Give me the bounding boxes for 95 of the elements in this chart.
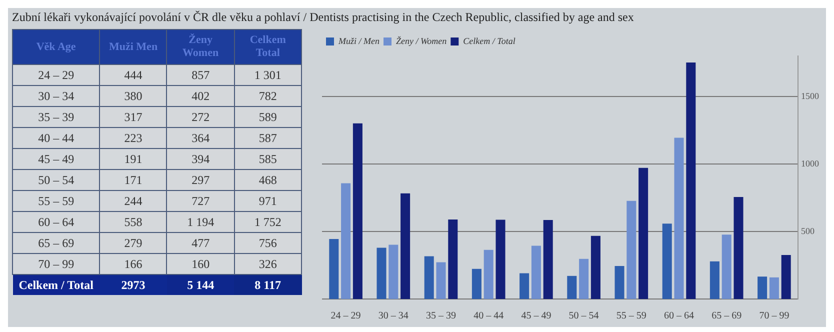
bar xyxy=(567,276,577,299)
y-tick-label: 70 – 99 xyxy=(12,254,100,274)
data-label: 1 301 xyxy=(234,64,302,86)
legend-label: Ženy / Women xyxy=(396,36,448,46)
data-label: 727 xyxy=(166,190,234,212)
data-label: 2973 xyxy=(100,274,167,295)
bar xyxy=(329,239,339,299)
data-label: 279 xyxy=(100,232,167,254)
data-label: 402 xyxy=(166,86,234,106)
bar xyxy=(710,261,720,299)
data-label: 585 xyxy=(234,148,302,170)
bar xyxy=(626,200,636,299)
data-label: 589 xyxy=(234,106,302,128)
data-label: 297 xyxy=(166,170,234,190)
chart-title: Zubní lékaři vykonávající povolání v ČR dle věku a pohlaví / Dentists practising in the Czech Republic, classified by age and sex xyxy=(11,9,635,26)
data-label: 191 xyxy=(100,148,167,170)
y-tick-label: 45 – 49 xyxy=(12,148,100,170)
x-tick-label: 45 – 49 xyxy=(521,310,552,322)
x-tick-label: 35 – 39 xyxy=(426,310,456,322)
x-tick-label: 55 – 59 xyxy=(616,310,646,322)
bar xyxy=(424,256,434,299)
bar xyxy=(638,168,648,299)
data-label: 223 xyxy=(100,128,167,148)
data-label: 477 xyxy=(166,232,234,254)
y-tick-label: 60 – 64 xyxy=(12,212,100,232)
data-label: 160 xyxy=(166,254,234,274)
bar xyxy=(376,248,386,299)
y-tick-label: 24 – 29 xyxy=(12,64,100,86)
y-tick-label: 40 – 44 xyxy=(12,128,100,148)
data-label: 380 xyxy=(100,86,167,106)
bar xyxy=(590,236,600,299)
bar xyxy=(674,138,684,299)
x-tick-label: Muži Men xyxy=(100,30,167,64)
bar xyxy=(484,250,494,299)
y-tick-label: 35 – 39 xyxy=(12,106,100,128)
y-tick-label: 50 – 54 xyxy=(12,170,100,190)
y-tick-label: 1500 xyxy=(801,90,820,101)
x-tick-label: 30 – 34 xyxy=(378,310,408,322)
bar xyxy=(531,246,541,299)
bar xyxy=(579,258,589,299)
data-label: 5 144 xyxy=(166,274,234,295)
bar xyxy=(400,193,410,299)
bar xyxy=(448,219,458,299)
bar xyxy=(520,273,530,299)
data-label: 558 xyxy=(100,212,167,232)
bar xyxy=(472,268,482,299)
bar xyxy=(388,244,398,299)
bar xyxy=(614,266,624,299)
y-axis-title: Věk Age xyxy=(12,30,100,64)
bar xyxy=(758,276,768,299)
bar xyxy=(662,224,672,299)
x-tick-label: Celkem Total xyxy=(234,30,302,64)
x-tick-label: Ženy Women xyxy=(166,30,234,64)
data-label: 782 xyxy=(234,86,302,106)
y-tick-label: 500 xyxy=(801,226,815,236)
bar xyxy=(496,220,506,299)
bar xyxy=(769,277,779,299)
data-label: 171 xyxy=(100,170,167,190)
x-tick-label: 24 – 29 xyxy=(330,310,361,322)
data-label: 1 752 xyxy=(234,212,302,232)
y-tick-label: Celkem / Total xyxy=(12,274,100,295)
data-label: 971 xyxy=(234,190,302,212)
data-label: 587 xyxy=(234,128,302,148)
data-label: 468 xyxy=(234,170,302,190)
data-label: 326 xyxy=(234,254,302,274)
data-label: 166 xyxy=(100,254,167,274)
x-tick-label: 60 – 64 xyxy=(664,310,694,322)
data-label: 244 xyxy=(100,190,167,212)
legend-label: Muži / Men xyxy=(338,36,380,46)
bar xyxy=(341,183,351,299)
y-tick-label: 1000 xyxy=(801,158,820,168)
bar xyxy=(436,262,446,299)
data-label: 272 xyxy=(166,106,234,128)
data-label: 857 xyxy=(166,64,234,86)
data-label: 364 xyxy=(166,128,234,148)
x-tick-label: 50 – 54 xyxy=(568,310,599,322)
data-label: 317 xyxy=(100,106,167,128)
x-tick-label: 70 – 99 xyxy=(759,310,790,322)
data-label: 1 194 xyxy=(166,212,234,232)
y-tick-label: 30 – 34 xyxy=(12,86,100,106)
legend-label: Celkem / Total xyxy=(463,36,516,46)
data-label: 444 xyxy=(100,64,167,86)
bar xyxy=(722,234,732,299)
data-label: 8 117 xyxy=(234,274,302,295)
bar xyxy=(781,254,791,299)
bar xyxy=(543,220,553,299)
data-label: 394 xyxy=(166,148,234,170)
x-tick-label: 65 – 69 xyxy=(712,310,742,322)
x-tick-label: 40 – 44 xyxy=(474,310,504,322)
y-tick-label: 55 – 59 xyxy=(12,190,100,212)
bar xyxy=(686,62,696,299)
bar xyxy=(352,123,362,299)
y-tick-label: 65 – 69 xyxy=(12,232,100,254)
data-label: 756 xyxy=(234,232,302,254)
bar xyxy=(734,196,744,299)
